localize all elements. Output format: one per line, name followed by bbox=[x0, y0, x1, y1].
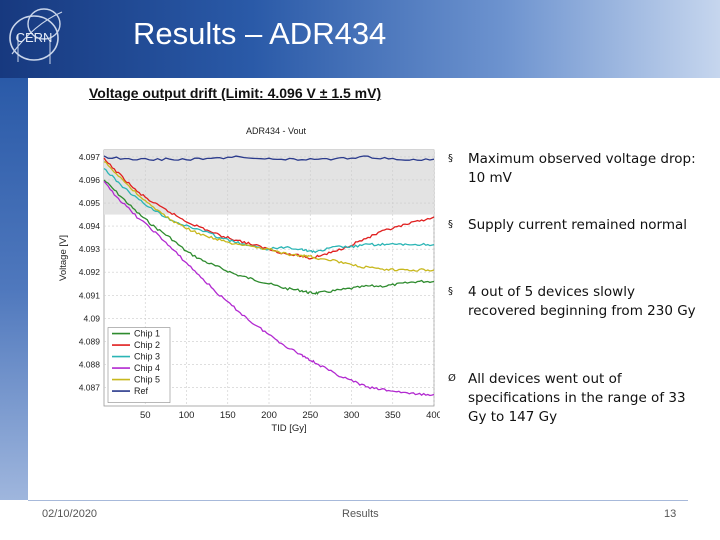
bullet-text: Maximum observed voltage drop: 10 mV bbox=[468, 151, 696, 186]
x-axis-label: TID [Gy] bbox=[271, 423, 306, 434]
bullet-marker: § bbox=[448, 286, 453, 297]
logo-text: CERN bbox=[16, 30, 53, 45]
y-tick-label: 4.094 bbox=[79, 221, 101, 231]
legend-label: Chip 2 bbox=[134, 340, 160, 350]
y-tick-label: 4.093 bbox=[79, 244, 101, 254]
bullet-marker: § bbox=[448, 153, 453, 164]
y-tick-label: 4.097 bbox=[79, 152, 101, 162]
y-tick-label: 4.09 bbox=[83, 313, 100, 323]
bullet-item-2: § Supply current remained normal bbox=[448, 216, 698, 235]
bullet-text: All devices went out of specifications i… bbox=[468, 371, 686, 425]
x-tick-label: 50 bbox=[140, 410, 151, 421]
footer-section: Results bbox=[342, 508, 379, 520]
slide-title: Results – ADR434 bbox=[133, 16, 387, 51]
x-tick-label: 200 bbox=[261, 410, 277, 421]
voltage-drift-chart: ADR434 - Vout 4.097 4.096 4.095 4.094 4.093 4… bbox=[58, 126, 440, 434]
y-tick-label: 4.088 bbox=[79, 359, 101, 369]
slide-subtitle: Voltage output drift (Limit: 4.096 V ± 1… bbox=[89, 85, 382, 101]
legend-label: Ref bbox=[134, 386, 149, 396]
x-tick-label: 100 bbox=[179, 410, 195, 421]
footer-page-number: 13 bbox=[664, 508, 677, 520]
bullet-item-1: § Maximum observed voltage drop: 10 mV bbox=[448, 150, 698, 188]
x-tick-label: 300 bbox=[344, 410, 360, 421]
legend-label: Chip 4 bbox=[134, 363, 160, 373]
x-tick-label: 250 bbox=[302, 410, 318, 421]
cern-logo-icon: CERN bbox=[9, 8, 63, 64]
header-band bbox=[0, 0, 720, 78]
chart-title: ADR434 - Vout bbox=[246, 126, 307, 136]
series-line-chip-1 bbox=[103, 179, 435, 295]
legend-label: Chip 3 bbox=[134, 352, 160, 362]
series-line-ref bbox=[103, 155, 435, 162]
y-tick-label: 4.089 bbox=[79, 336, 101, 346]
y-tick-label: 4.091 bbox=[79, 290, 101, 300]
footer-date: 02/10/2020 bbox=[42, 508, 98, 520]
legend-label: Chip 1 bbox=[134, 329, 160, 339]
series-line-chip-3 bbox=[103, 167, 435, 254]
bullet-marker: § bbox=[448, 219, 453, 230]
bullet-marker: Ø bbox=[448, 373, 456, 384]
y-tick-label: 4.095 bbox=[79, 198, 101, 208]
y-tick-label: 4.092 bbox=[79, 267, 101, 277]
series-line-chip-2 bbox=[103, 157, 435, 260]
series-line-chip-5 bbox=[103, 161, 435, 272]
footer-divider bbox=[28, 500, 688, 501]
y-tick-label: 4.096 bbox=[79, 175, 101, 185]
x-tick-label: 400 bbox=[426, 410, 440, 421]
bullet-item-3: § 4 out of 5 devices slowly recovered be… bbox=[448, 283, 698, 321]
legend-label: Chip 5 bbox=[134, 375, 160, 385]
bullet-text: 4 out of 5 devices slowly recovered begi… bbox=[468, 284, 696, 319]
series-line-chip-4 bbox=[103, 180, 435, 397]
y-tick-label: 4.087 bbox=[79, 383, 101, 393]
legend-box bbox=[107, 327, 171, 403]
bullet-text: Supply current remained normal bbox=[468, 217, 688, 233]
x-tick-label: 150 bbox=[220, 410, 236, 421]
bullet-item-4: Ø All devices went out of specifications… bbox=[448, 370, 698, 427]
x-tick-label: 350 bbox=[385, 410, 401, 421]
y-axis-label: Voltage [V] bbox=[58, 235, 69, 281]
left-band bbox=[0, 78, 28, 500]
